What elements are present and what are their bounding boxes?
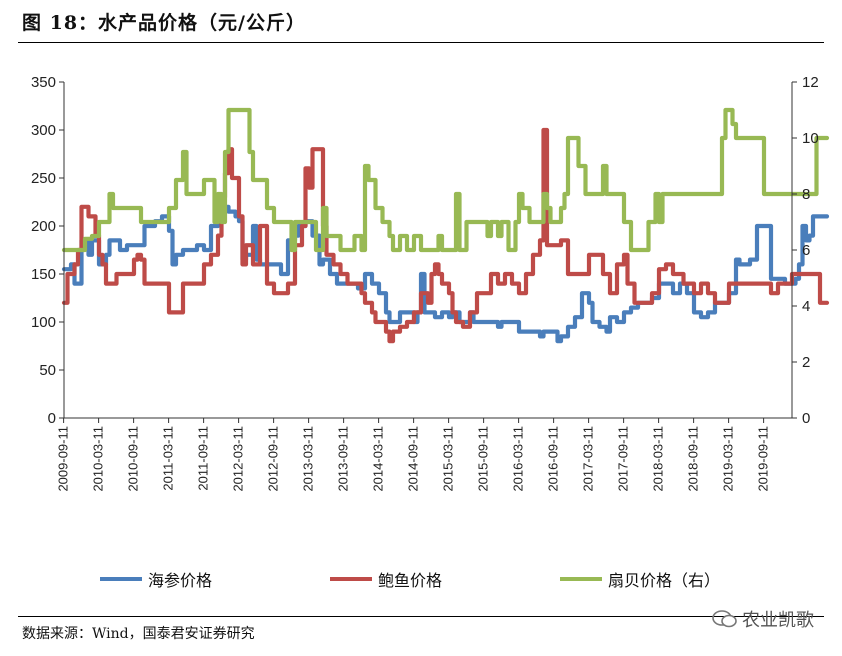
y-right-tick-label: 8 (802, 186, 810, 203)
source-note: 数据来源：Wind，国泰君安证券研究 (22, 626, 255, 642)
legend-label-abalone: 鲍鱼价格 (378, 571, 443, 590)
x-tick-label: 2018-03-11 (651, 426, 666, 492)
legend-swatch-scallop (560, 577, 602, 581)
y-right-tick-label: 6 (802, 242, 810, 259)
x-tick-label: 2013-09-11 (336, 426, 351, 492)
x-tick-label: 2012-09-11 (266, 426, 281, 492)
legend-swatch-abalone (330, 577, 372, 581)
x-tick-label: 2019-09-11 (756, 426, 771, 492)
legend-item-sea-cucumber: 海参价格 (100, 567, 212, 591)
x-tick-label: 2012-03-11 (231, 426, 246, 492)
x-tick-label: 2009-09-11 (56, 426, 71, 492)
x-tick-label: 2011-03-11 (161, 426, 176, 491)
x-tick-label: 2011-09-11 (196, 426, 211, 491)
legend-swatch-sea-cucumber (100, 577, 142, 581)
x-tick-label: 2014-03-11 (371, 426, 386, 492)
y-left-tick-label: 0 (48, 410, 56, 427)
series-line-scallop (61, 107, 830, 253)
y-left-tick-label: 50 (39, 362, 56, 379)
series-line-sea-cucumber (61, 204, 830, 344)
y-right-tick-label: 10 (802, 130, 819, 147)
x-tick-label: 2016-09-11 (546, 426, 561, 492)
y-right-tick-label: 4 (802, 298, 810, 315)
footer-rule (18, 616, 824, 617)
x-tick-label: 2013-03-11 (301, 426, 316, 492)
y-left-tick-label: 250 (31, 170, 56, 187)
legend-label-sea-cucumber: 海参价格 (148, 571, 213, 590)
x-tick-label: 2010-03-11 (91, 426, 106, 492)
watermark: 农业凯歌 (712, 606, 814, 632)
y-left-tick-label: 350 (31, 74, 56, 91)
y-left-tick-label: 200 (31, 218, 56, 235)
series-line-abalone (61, 127, 830, 344)
x-tick-label: 2017-03-11 (581, 426, 596, 492)
x-tick-label: 2017-09-11 (616, 426, 631, 492)
x-tick-label: 2019-03-11 (721, 426, 736, 492)
y-right-tick-label: 12 (802, 74, 819, 91)
legend-item-abalone: 鲍鱼价格 (330, 567, 442, 591)
y-right-tick-label: 0 (802, 410, 810, 427)
y-left-tick-label: 300 (31, 122, 56, 139)
chart-title: 图 18：水产品价格（元/公斤） (22, 12, 306, 34)
y-left-tick-label: 100 (31, 314, 56, 331)
watermark-text: 农业凯歌 (742, 610, 814, 631)
x-tick-label: 2014-09-11 (406, 426, 421, 492)
legend-item-scallop: 扇贝价格（右） (560, 567, 720, 591)
chart-area: 0 50 100 150 200 250 300 350 0 2 4 6 8 10 12 2009-09-11… (31, 74, 830, 492)
y-right-tick-label: 2 (802, 354, 810, 371)
y-left-tick-label: 150 (31, 266, 56, 283)
title-rule (18, 42, 824, 43)
x-tick-label: 2018-09-11 (686, 426, 701, 492)
x-tick-label: 2015-03-11 (441, 426, 456, 492)
x-tick-label: 2016-03-11 (511, 426, 526, 492)
wechat-icon (712, 610, 737, 628)
legend-label-scallop: 扇贝价格（右） (608, 571, 721, 590)
x-tick-label: 2010-09-11 (126, 426, 141, 492)
x-tick-label: 2015-09-11 (476, 426, 491, 492)
